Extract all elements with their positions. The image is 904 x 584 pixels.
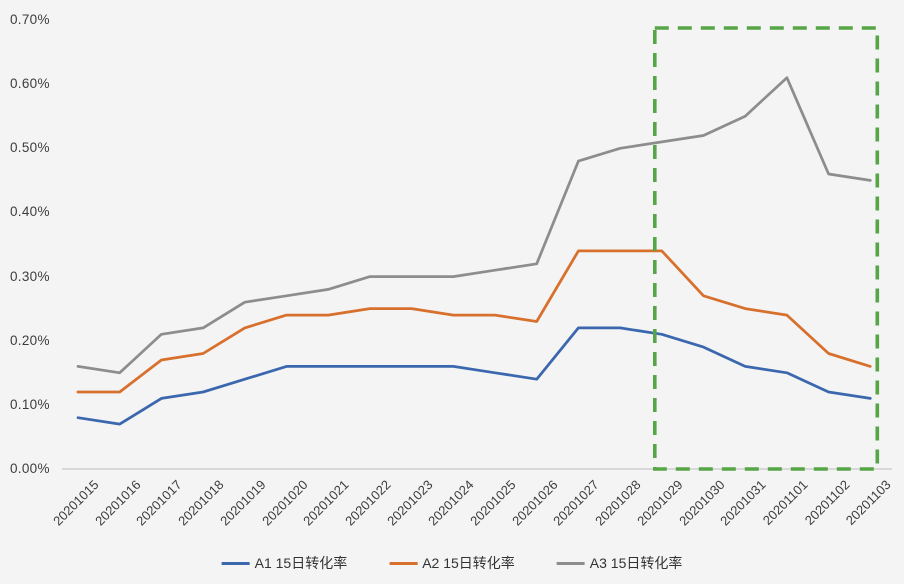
legend-item-a1: A1 15日转化率 [221, 553, 348, 573]
series-line-a2 [76, 249, 872, 394]
y-axis-tick-label: 0.50% [10, 140, 50, 156]
y-axis-tick-label: 0.10% [10, 396, 50, 412]
legend-item-a3: A3 15日转化率 [556, 553, 683, 573]
legend-label: A3 15日转化率 [589, 555, 683, 571]
chart-legend: A1 15日转化率 A2 15日转化率 A3 15日转化率 [221, 553, 683, 573]
y-axis-tick-label: 0.40% [10, 204, 50, 220]
highlight-box [652, 26, 880, 471]
series-line-a1 [76, 326, 872, 426]
y-axis-tick-label: 0.60% [10, 76, 50, 92]
y-axis-tick-label: 0.30% [10, 268, 50, 284]
legend-line-swatch [389, 561, 418, 565]
legend-label: A2 15日转化率 [422, 555, 515, 571]
legend-line-swatch [221, 561, 250, 565]
series-line-a3 [76, 76, 872, 375]
legend-item-a2: A2 15日转化率 [389, 553, 515, 573]
legend-label: A1 15日转化率 [254, 555, 348, 571]
y-axis-tick-label: 0.70% [10, 12, 50, 28]
y-axis-tick-label: 0.20% [10, 332, 50, 348]
y-axis-tick-label: 0.00% [10, 461, 50, 476]
legend-line-swatch [556, 561, 585, 565]
